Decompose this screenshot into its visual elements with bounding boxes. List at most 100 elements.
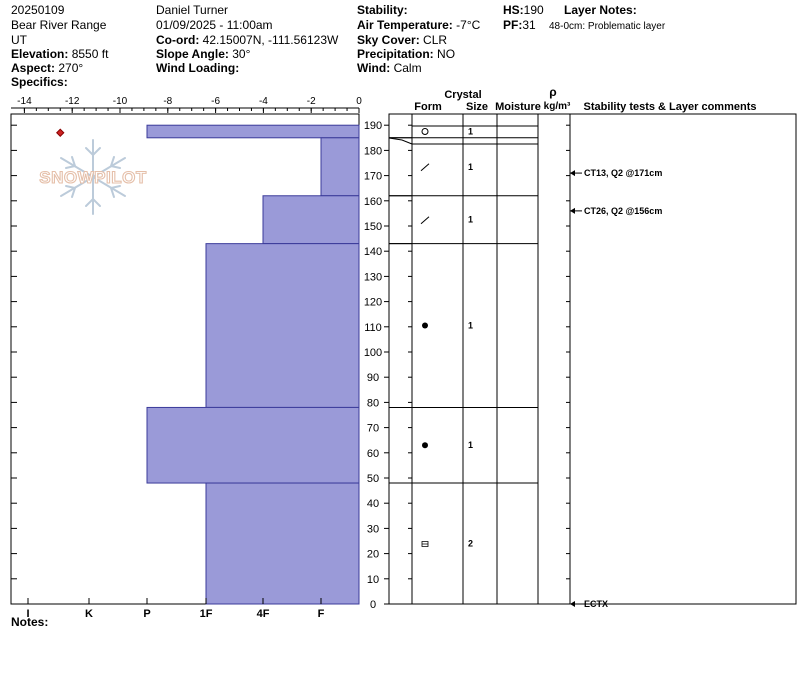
header-wind-loading: Wind Loading: (156, 61, 239, 76)
wind-value: Calm (393, 61, 422, 75)
pf-label: PF: (503, 18, 523, 32)
hardness-tick-label: K (85, 608, 93, 620)
height-tick-label: 100 (364, 347, 382, 359)
hardness-tick-label: 4F (257, 608, 270, 620)
notes-label: Notes: (11, 615, 49, 629)
height-tick-label: 0 (370, 599, 376, 611)
pf-value: 31 (522, 18, 536, 32)
crystal-size-label: 1 (468, 162, 473, 172)
stability-test-label: ECTX (584, 599, 608, 609)
crystal-size-label: 1 (468, 127, 473, 137)
temperature-tick-label: 0 (356, 96, 362, 107)
header-range: Bear River Range (11, 18, 107, 32)
temperature-tick-label: -14 (17, 96, 32, 107)
header-wind: Wind: Calm (357, 61, 422, 76)
hardness-bar (146, 124, 360, 139)
hs-label: HS: (503, 3, 524, 17)
header-hs: HS:190 (503, 3, 544, 18)
crystal-slash-icon (420, 216, 430, 225)
crystal-facet-icon (421, 541, 429, 547)
stability-test-arrowhead (570, 170, 575, 177)
header-state: UT (11, 33, 27, 47)
header-observer: Daniel Turner (156, 3, 229, 17)
height-tick-label: 10 (367, 574, 379, 586)
header-specifics: Specifics: (11, 75, 68, 90)
header-aspect: Aspect: 270° (11, 61, 83, 76)
precip-value: NO (437, 47, 456, 61)
hardness-bar (146, 406, 360, 484)
header-date-code: 20250109 (11, 3, 65, 17)
sky-value: CLR (423, 33, 448, 47)
hardness-bar (262, 195, 360, 245)
temperature-tick-label: -6 (211, 96, 220, 107)
column-header-size: Size (466, 101, 488, 113)
column-header-rho: ρ (549, 85, 556, 99)
crystal-size-label: 1 (468, 321, 473, 331)
snowflake-icon (60, 139, 126, 215)
elevation-label: Elevation: (11, 47, 69, 61)
column-header-crystal: Crystal (444, 89, 481, 101)
header-elevation: Elevation: 8550 ft (11, 47, 108, 62)
header-coord: Co-ord: 42.15007N, -111.56123W (156, 33, 338, 48)
specifics-label: Specifics: (11, 75, 68, 89)
height-tick-label: 180 (364, 145, 382, 157)
height-tick-label: 110 (364, 322, 382, 334)
hardness-bar (205, 243, 360, 408)
stability-test-label: CT26, Q2 @156cm (584, 206, 662, 216)
stability-test-arrowhead (570, 601, 575, 607)
height-tick-label: 170 (364, 171, 382, 183)
header-sky: Sky Cover: CLR (357, 33, 447, 48)
stability-test-arrowhead (570, 207, 575, 214)
temperature-tick-label: -2 (307, 96, 316, 107)
coord-value: 42.15007N, -111.56123W (202, 33, 339, 47)
crystal-circle-icon (421, 128, 429, 135)
slope-value: 30° (232, 47, 251, 61)
sky-label: Sky Cover: (357, 33, 420, 47)
height-tick-label: 20 (367, 549, 379, 561)
header-pf: PF:31 (503, 18, 536, 33)
hardness-bar (320, 137, 360, 197)
precip-label: Precipitation: (357, 47, 434, 61)
stability-label: Stability: (357, 3, 408, 17)
crystal-size-label: 1 (468, 440, 473, 450)
crystal-dot-icon (422, 442, 428, 449)
wind-loading-label: Wind Loading: (156, 61, 240, 75)
height-tick-label: 60 (367, 448, 379, 460)
crystal-size-label: 2 (468, 539, 473, 549)
stability-test-label: CT13, Q2 @171cm (584, 168, 662, 178)
header-precip: Precipitation: NO (357, 47, 455, 62)
column-header-comments: Stability tests & Layer comments (583, 101, 756, 113)
height-tick-label: 90 (367, 372, 379, 384)
header-slope: Slope Angle: 30° (156, 47, 250, 62)
header-layer-notes: Layer Notes: (564, 3, 637, 18)
temperature-tick-label: -8 (163, 96, 172, 107)
coord-label: Co-ord: (156, 33, 200, 47)
hardness-tick-label: 1F (200, 608, 213, 620)
hardness-bar (205, 482, 360, 605)
column-header-form: Form (414, 101, 442, 113)
height-tick-label: 160 (364, 196, 382, 208)
air-temp-value: -7°C (456, 18, 481, 32)
height-tick-label: 80 (367, 397, 379, 409)
height-tick-label: 70 (367, 423, 379, 435)
layer-table-frame (388, 113, 797, 605)
height-tick-label: 40 (367, 498, 379, 510)
aspect-label: Aspect: (11, 61, 56, 75)
header-layer-note: 48-0cm: Problematic layer (549, 21, 666, 32)
column-header-moisture: Moisture (495, 101, 541, 113)
height-tick-label: 190 (364, 120, 382, 132)
column-header-density-unit: kg/m³ (544, 101, 571, 112)
height-tick-label: 50 (367, 473, 379, 485)
wind-label: Wind: (357, 61, 391, 75)
hardness-tick-label: I (26, 608, 29, 620)
crystal-slash-icon (420, 163, 430, 172)
height-tick-label: 150 (364, 221, 382, 233)
hs-value: 190 (523, 3, 544, 17)
temperature-point (56, 128, 65, 138)
header-stability: Stability: (357, 3, 408, 18)
crystal-dot-icon (422, 322, 428, 329)
top-boundary-connector (388, 137, 413, 145)
height-tick-label: 30 (367, 523, 379, 535)
header-air-temp: Air Temperature: -7°C (357, 18, 480, 33)
